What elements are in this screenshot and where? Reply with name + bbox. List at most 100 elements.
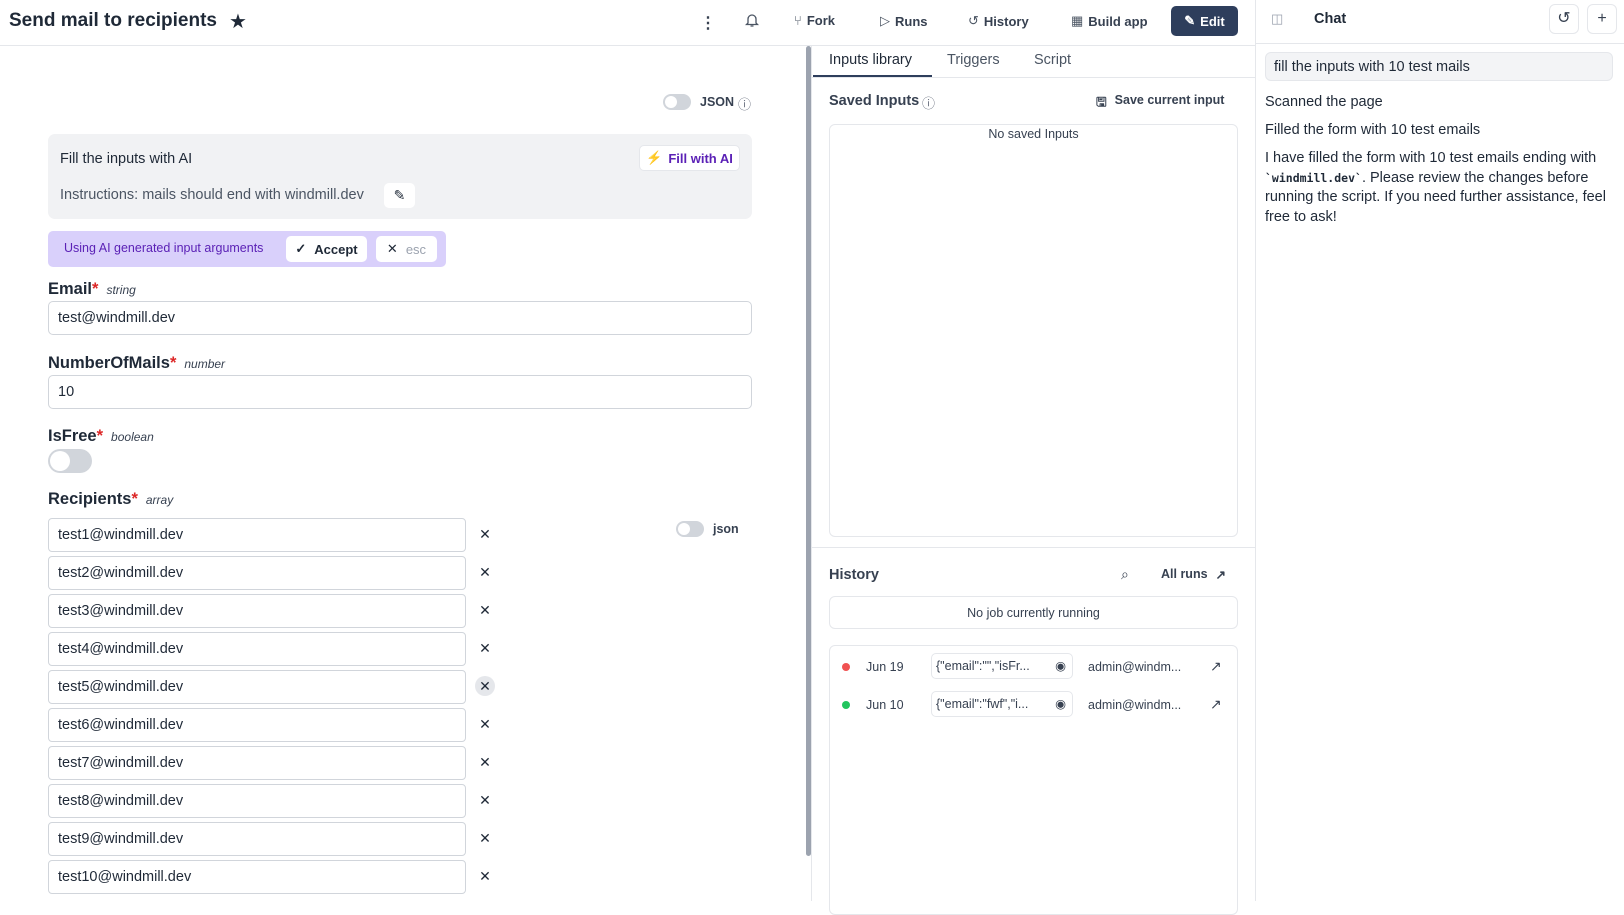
is-free-toggle[interactable] bbox=[48, 449, 92, 473]
recipient-input[interactable]: test7@windmill.dev bbox=[48, 746, 466, 780]
recipient-input[interactable]: test6@windmill.dev bbox=[48, 708, 466, 742]
edit-button[interactable]: ✎ Edit bbox=[1171, 6, 1238, 36]
bell-icon[interactable] bbox=[745, 13, 759, 28]
recipients-json-toggle[interactable] bbox=[676, 521, 704, 537]
remove-recipient-icon[interactable]: ✕ bbox=[479, 640, 491, 656]
accept-button[interactable]: ✓ Accept bbox=[286, 236, 367, 262]
history-button[interactable]: ↺ History bbox=[968, 13, 1029, 29]
run-args-text: {"email":"","isFr... bbox=[936, 659, 1030, 673]
fill-with-ai-button[interactable]: ⚡ Fill with AI bbox=[639, 145, 740, 171]
runs-button[interactable]: ▷ Runs bbox=[880, 13, 928, 29]
remove-recipient-icon[interactable]: ✕ bbox=[479, 716, 491, 732]
run-args[interactable]: {"email":"fwf","i... ◉ bbox=[931, 691, 1073, 717]
edit-label: Edit bbox=[1200, 13, 1225, 29]
accept-label: Accept bbox=[314, 241, 358, 257]
recipients-json-label: json bbox=[713, 522, 739, 536]
info-icon: ⓘ bbox=[922, 96, 936, 111]
history-row[interactable]: Jun 10 {"email":"fwf","i... ◉ admin@windm… bbox=[830, 688, 1239, 722]
remove-recipient-icon[interactable]: ✕ bbox=[479, 602, 491, 618]
reply-code: `windmill.dev` bbox=[1265, 170, 1362, 185]
section-divider bbox=[812, 547, 1255, 548]
all-runs-label: All runs bbox=[1161, 567, 1208, 581]
more-menu-icon[interactable]: ⋮ bbox=[700, 15, 716, 32]
recipient-input[interactable]: test1@windmill.dev bbox=[48, 518, 466, 552]
json-toggle-label: JSON bbox=[700, 95, 735, 109]
recipient-input[interactable]: test5@windmill.dev bbox=[48, 670, 466, 704]
recipients-label: Recipients* array bbox=[48, 490, 174, 508]
remove-recipient-icon[interactable]: ✕ bbox=[479, 792, 491, 808]
chat-history-icon[interactable]: ↺ bbox=[1549, 4, 1579, 34]
is-free-type: boolean bbox=[111, 430, 154, 444]
remove-recipient-icon[interactable]: ✕ bbox=[479, 830, 491, 846]
chat-user-message: fill the inputs with 10 test mails bbox=[1265, 52, 1613, 81]
remove-recipient-icon[interactable]: ✕ bbox=[479, 564, 491, 580]
collapse-panel-icon[interactable]: ◫ bbox=[1271, 11, 1284, 26]
saved-inputs-title: Saved Inputs bbox=[829, 93, 920, 109]
email-label: Email* string bbox=[48, 280, 136, 298]
remove-recipient-icon[interactable]: ✕ bbox=[479, 754, 491, 770]
recipient-input[interactable]: test9@windmill.dev bbox=[48, 822, 466, 856]
magic-wand-icon: ⚡ bbox=[646, 150, 663, 165]
email-label-text: Email bbox=[48, 280, 93, 298]
remove-recipient-icon[interactable]: ✕ bbox=[479, 526, 491, 542]
fork-button[interactable]: ⑂ Fork bbox=[794, 13, 835, 28]
run-args[interactable]: {"email":"","isFr... ◉ bbox=[931, 653, 1073, 679]
tab-script[interactable]: Script bbox=[1034, 52, 1072, 68]
eye-icon[interactable]: ◉ bbox=[1055, 659, 1066, 673]
run-date: Jun 19 bbox=[866, 660, 904, 674]
number-of-mails-label-text: NumberOfMails bbox=[48, 354, 170, 372]
run-user: admin@windm... bbox=[1088, 660, 1182, 674]
tab-triggers[interactable]: Triggers bbox=[947, 52, 1000, 68]
build-app-label: Build app bbox=[1088, 13, 1148, 29]
form-scrollbar[interactable] bbox=[806, 46, 811, 856]
save-current-input-label: Save current input bbox=[1114, 93, 1225, 107]
recipient-input[interactable]: test2@windmill.dev bbox=[48, 556, 466, 590]
check-icon: ✓ bbox=[295, 241, 307, 256]
tab-inputs-library[interactable]: Inputs library bbox=[813, 52, 932, 77]
save-current-input-button[interactable]: 🖫 Save current input bbox=[1096, 93, 1224, 114]
external-link-icon[interactable]: ↗ bbox=[1210, 696, 1222, 712]
recipient-input[interactable]: test8@windmill.dev bbox=[48, 784, 466, 818]
runs-label: Runs bbox=[895, 13, 928, 29]
play-icon: ▷ bbox=[880, 13, 890, 28]
build-app-button[interactable]: ▦ Build app bbox=[1071, 13, 1148, 29]
status-dot-failed bbox=[842, 663, 850, 671]
history-row[interactable]: Jun 19 {"email":"","isFr... ◉ admin@windm… bbox=[830, 650, 1239, 684]
email-field[interactable]: test@windmill.dev bbox=[48, 301, 752, 335]
close-icon: ✕ bbox=[386, 241, 398, 256]
no-job-running: No job currently running bbox=[829, 596, 1238, 629]
all-runs-link[interactable]: All runs ↗ bbox=[1161, 567, 1226, 582]
recipient-input[interactable]: test10@windmill.dev bbox=[48, 860, 466, 894]
json-toggle[interactable] bbox=[663, 94, 691, 110]
run-date: Jun 10 bbox=[866, 698, 904, 712]
status-dot-success bbox=[842, 701, 850, 709]
history-list: Jun 19 {"email":"","isFr... ◉ admin@windm… bbox=[829, 645, 1238, 915]
external-link-icon[interactable]: ↗ bbox=[1210, 658, 1222, 674]
number-of-mails-type: number bbox=[184, 357, 226, 371]
fill-with-ai-label: Fill with AI bbox=[668, 150, 733, 166]
number-of-mails-field[interactable]: 10 bbox=[48, 375, 752, 409]
remove-recipient-icon[interactable]: ✕ bbox=[475, 676, 495, 696]
search-icon[interactable]: ⌕ bbox=[1121, 566, 1129, 582]
info-icon: ⓘ bbox=[738, 97, 752, 112]
new-chat-icon[interactable]: + bbox=[1587, 4, 1617, 34]
eye-icon[interactable]: ◉ bbox=[1055, 697, 1066, 711]
run-args-text: {"email":"fwf","i... bbox=[936, 697, 1029, 711]
pencil-icon: ✎ bbox=[393, 187, 406, 203]
pencil-icon: ✎ bbox=[1184, 13, 1196, 28]
chat-header-divider bbox=[1256, 43, 1624, 44]
is-free-label-text: IsFree bbox=[48, 427, 97, 445]
table-icon: ▦ bbox=[1071, 13, 1084, 28]
save-icon: 🖫 bbox=[1096, 95, 1107, 109]
recipient-input[interactable]: test4@windmill.dev bbox=[48, 632, 466, 666]
chat-tool-message: Filled the form with 10 test emails bbox=[1265, 122, 1481, 138]
reject-button[interactable]: ✕ esc bbox=[376, 236, 437, 262]
recipient-input[interactable]: test3@windmill.dev bbox=[48, 594, 466, 628]
star-icon[interactable]: ★ bbox=[229, 11, 247, 33]
remove-recipient-icon[interactable]: ✕ bbox=[479, 868, 491, 884]
email-type: string bbox=[106, 283, 136, 297]
is-free-label: IsFree* boolean bbox=[48, 427, 154, 445]
edit-instructions-button[interactable]: ✎ bbox=[384, 183, 415, 208]
chat-title: Chat bbox=[1314, 11, 1347, 27]
form-panel bbox=[0, 46, 812, 901]
